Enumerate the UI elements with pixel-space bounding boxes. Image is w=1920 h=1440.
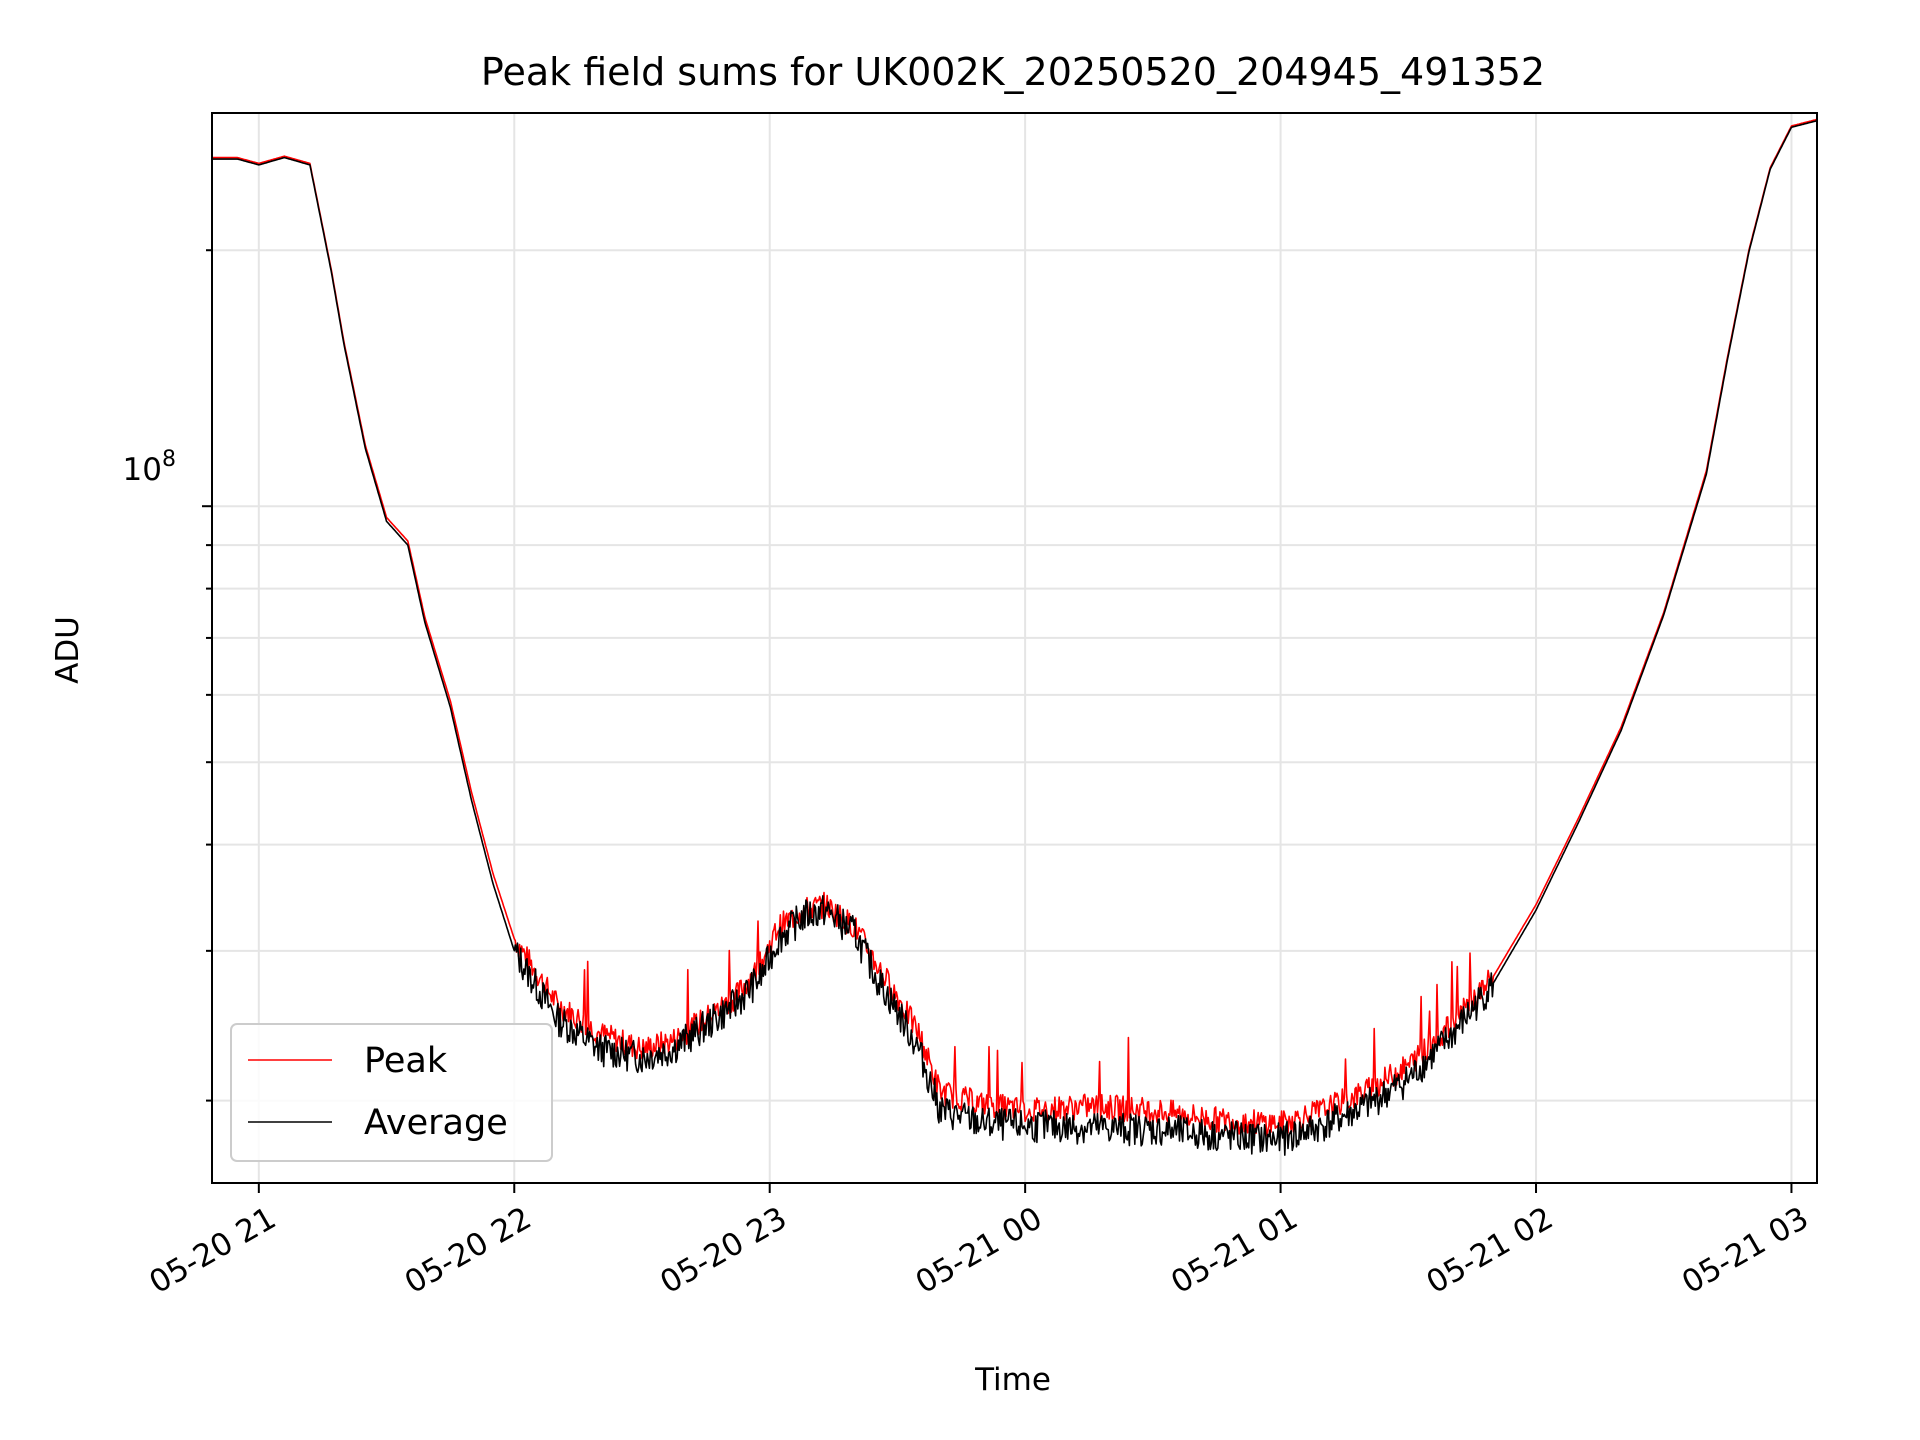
y-axis-label: ADU [50,616,86,684]
series-line-peak [212,118,1818,1137]
y-tick-base: 10 [123,452,162,488]
legend-label-average: Average [364,1103,508,1143]
series-line-average [212,119,1818,1156]
legend-label-peak: Peak [364,1041,448,1081]
legend-box [230,1023,553,1162]
x-axis-label: Time [974,1362,1051,1398]
y-tick-label-1e8: 108 [123,447,176,488]
grid-lines [212,113,1817,1183]
series-lines [212,118,1818,1156]
legend: Peak Average [230,1023,553,1162]
y-tick-exponent: 8 [162,447,176,472]
plot-frame [211,112,1818,1184]
chart-title: Peak field sums for UK002K_20250520_2049… [481,50,1545,94]
